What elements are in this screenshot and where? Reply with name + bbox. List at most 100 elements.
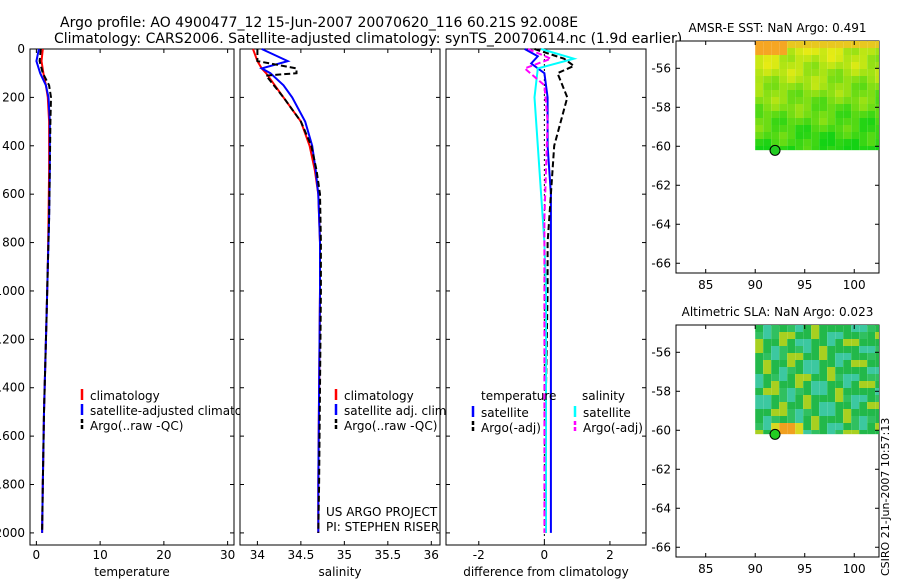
sst-map-cell: [787, 104, 796, 111]
sla-map-cell: [787, 388, 796, 395]
sla-map-cell: [827, 353, 836, 360]
sla-map-cell: [755, 381, 764, 388]
sla-map-cell: [851, 325, 860, 332]
sla-map-cell: [819, 409, 828, 416]
sst-map-cell: [819, 48, 828, 55]
sla-map-ytick-label: -66: [651, 540, 671, 554]
sla-map-cell: [827, 388, 836, 395]
sla-map-cell: [795, 360, 804, 367]
sst-map-cell: [755, 139, 764, 146]
sst-map-cell: [867, 90, 876, 97]
sla-map-cell: [875, 395, 879, 402]
sla-map-cell: [803, 374, 812, 381]
sst-map-cell: [803, 97, 812, 104]
sst-map-cell: [771, 76, 780, 83]
sla-map-cell: [795, 409, 804, 416]
sst-map-cell: [835, 62, 844, 69]
sst-map-cell: [787, 62, 796, 69]
sla-map-cell: [819, 346, 828, 353]
sla-map-cell: [787, 346, 796, 353]
sst-map-cell: [771, 125, 780, 132]
sst-map-cell: [843, 104, 852, 111]
figure-title-line2: Climatology: CARS2006. Satellite-adjuste…: [54, 31, 682, 47]
sla-map-cell: [803, 339, 812, 346]
sla-map-cell: [795, 367, 804, 374]
sla-map-cell: [843, 409, 852, 416]
sst-map-cell: [787, 76, 796, 83]
sla-map-cell: [835, 395, 844, 402]
sst-map-ytick-label: -62: [651, 178, 671, 192]
sst-map-cell: [755, 41, 764, 48]
sla-map-cell: [851, 409, 860, 416]
sst-map-cell: [851, 146, 860, 151]
sla-map-cell: [827, 395, 836, 402]
sla-map-cell: [859, 402, 868, 409]
sla-map-cell: [763, 423, 772, 430]
legend-label: Argo(-adj): [583, 421, 643, 435]
sla-map-cell: [755, 360, 764, 367]
sst-map-cell: [843, 83, 852, 90]
sst-map-cell: [835, 41, 844, 48]
sla-map-cell: [851, 416, 860, 423]
sst-map-cell: [763, 111, 772, 118]
sst-map-cell: [843, 118, 852, 125]
difference-xtick-label: 0: [541, 548, 549, 562]
sla-map-cell: [859, 423, 868, 430]
sst-map-cell: [851, 48, 860, 55]
sla-map-cell: [755, 402, 764, 409]
sst-map-panel: AMSR-E SST: NaN Argo: 0.491 -56 -58 -60 -62 -…: [651, 21, 880, 292]
sla-map-cell: [859, 381, 868, 388]
sst-map-cell: [779, 132, 788, 139]
temperature-xtick-label: 0: [33, 548, 41, 562]
sla-map-cell: [843, 346, 852, 353]
sst-map-cell: [811, 83, 820, 90]
salinity-panel: 34 34.5 35 35.5 36 salinity climatologysatelli…: [239, 48, 450, 579]
sst-map-cell: [867, 104, 876, 111]
sst-map-cell: [843, 62, 852, 69]
sst-map-cell: [859, 55, 868, 62]
sla-map-cell: [755, 353, 764, 360]
salinity-xtick-label: 36: [424, 548, 439, 562]
sst-map-cell: [787, 55, 796, 62]
sst-map-cell: [771, 97, 780, 104]
sst-map-cell: [811, 118, 820, 125]
sst-map-cell: [787, 48, 796, 55]
sst-map-xtick-label: 90: [748, 278, 763, 292]
sst-map-cell: [851, 90, 860, 97]
sla-map-cell: [803, 402, 812, 409]
sla-map-cell: [859, 395, 868, 402]
sst-map-cell: [763, 41, 772, 48]
sla-map-cell: [811, 325, 820, 332]
sla-map-cell: [803, 346, 812, 353]
sst-map-ytick-label: -64: [651, 217, 671, 231]
sst-map-cell: [867, 97, 876, 104]
sst-map-cell: [827, 118, 836, 125]
sst-map-ytick-label: -56: [651, 61, 671, 75]
sla-map-cell: [875, 409, 879, 416]
sst-map-cell: [843, 69, 852, 76]
sst-map-cell: [875, 55, 879, 62]
sla-map-cell: [851, 430, 860, 435]
difference-panel: -2 0 2 difference from climatology temperatu…: [445, 48, 647, 579]
sla-map-cell: [787, 430, 796, 435]
sst-map-cell: [867, 55, 876, 62]
sla-map-cell: [787, 339, 796, 346]
sst-map-cell: [859, 139, 868, 146]
sst-map-cell: [755, 97, 764, 104]
depth-tick-label: 1200: [0, 332, 25, 346]
sla-map-cell: [795, 353, 804, 360]
legend-label: climatology: [344, 389, 414, 403]
sst-map-cell: [819, 62, 828, 69]
sla-map-cell: [867, 423, 876, 430]
sla-map-cell: [875, 360, 879, 367]
sla-map-xtick-label: 100: [843, 562, 866, 576]
sla-map-title: Altimetric SLA: NaN Argo: 0.023: [682, 305, 874, 319]
sst-map-cell: [755, 146, 764, 151]
sst-map-cell: [771, 118, 780, 125]
salinity-series-line-2: [256, 49, 322, 533]
sla-map-cell: [771, 332, 780, 339]
sla-map-cell: [835, 416, 844, 423]
sst-map-cell: [779, 104, 788, 111]
sst-map-cell: [867, 111, 876, 118]
sla-map-cell: [779, 430, 788, 435]
